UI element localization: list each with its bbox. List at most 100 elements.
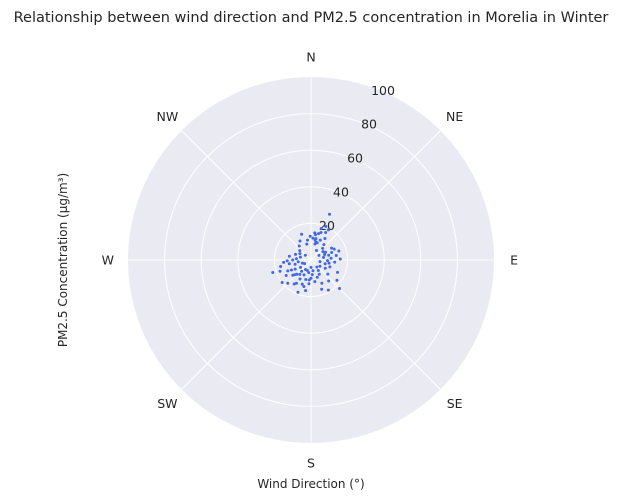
r-tick-label-100: 100 — [371, 83, 395, 98]
data-point — [315, 241, 319, 245]
data-point — [326, 288, 330, 292]
data-point — [299, 265, 303, 269]
data-point — [327, 261, 331, 265]
data-point — [286, 281, 290, 285]
data-point — [317, 253, 321, 257]
data-point — [327, 253, 331, 257]
data-point — [293, 267, 297, 271]
data-point — [332, 247, 336, 251]
data-point — [303, 253, 307, 257]
data-point — [335, 278, 339, 282]
data-point — [300, 232, 304, 236]
data-point — [334, 254, 338, 258]
data-point — [324, 225, 328, 229]
direction-label-sw: SW — [157, 396, 177, 411]
data-point — [307, 271, 311, 275]
data-point — [318, 260, 322, 264]
data-point — [300, 282, 304, 286]
data-point — [297, 244, 301, 248]
r-tick-label-80: 80 — [361, 117, 377, 132]
data-point — [328, 212, 332, 216]
data-point — [307, 282, 311, 286]
data-point — [287, 254, 291, 258]
r-tick-label-60: 60 — [347, 151, 363, 166]
x-axis-label: Wind Direction (°) — [257, 477, 364, 491]
data-point — [298, 239, 302, 243]
data-point — [279, 264, 283, 268]
data-point — [294, 281, 298, 285]
data-point — [318, 238, 322, 242]
data-point — [293, 262, 297, 266]
grid-spoke-se — [310, 259, 441, 390]
data-point — [291, 258, 295, 262]
data-point — [311, 236, 315, 240]
data-point — [298, 252, 302, 256]
data-point — [318, 264, 322, 268]
data-point — [300, 269, 304, 273]
direction-label-nw: NW — [157, 109, 179, 124]
data-point — [337, 286, 341, 290]
data-point — [327, 279, 331, 283]
data-point — [294, 252, 298, 256]
data-point — [323, 253, 327, 257]
data-points — [271, 212, 342, 294]
direction-labels: N NE E SE S SW W NW — [102, 49, 518, 470]
data-point — [323, 262, 327, 266]
data-point — [298, 249, 302, 253]
data-point — [300, 261, 304, 265]
data-point — [316, 268, 320, 272]
data-point — [298, 272, 302, 276]
data-point — [337, 249, 341, 253]
data-point — [328, 265, 332, 269]
data-point — [296, 290, 300, 294]
data-point — [311, 269, 315, 273]
data-point — [313, 242, 317, 246]
direction-label-n: N — [306, 49, 315, 64]
data-point — [303, 262, 307, 266]
data-point — [319, 227, 323, 231]
data-point — [333, 260, 337, 264]
data-point — [317, 272, 321, 276]
data-point — [320, 281, 324, 285]
data-point — [319, 230, 323, 234]
data-point — [304, 277, 308, 281]
data-point — [323, 266, 327, 270]
data-point — [286, 269, 290, 273]
data-point — [317, 232, 321, 236]
data-point — [324, 231, 328, 235]
data-point — [330, 246, 334, 250]
data-point — [330, 250, 334, 254]
data-point — [322, 255, 326, 259]
data-point — [284, 274, 288, 278]
direction-label-e: E — [510, 253, 518, 268]
data-point — [326, 272, 330, 276]
data-point — [314, 248, 318, 252]
direction-label-se: SE — [447, 396, 463, 411]
grid-spoke-nw — [181, 130, 312, 261]
data-point — [302, 273, 306, 277]
direction-label-s: S — [307, 456, 315, 471]
data-point — [315, 275, 319, 279]
data-point — [306, 238, 309, 242]
data-point — [321, 250, 325, 254]
data-point — [293, 273, 297, 277]
data-point — [313, 280, 317, 284]
data-point — [329, 256, 333, 260]
data-point — [325, 259, 329, 263]
data-point — [304, 268, 308, 272]
data-point — [294, 257, 298, 261]
data-point — [321, 246, 325, 250]
chart-title: Relationship between wind direction and … — [14, 10, 609, 26]
data-point — [309, 265, 313, 269]
data-point — [296, 260, 300, 264]
data-point — [304, 289, 308, 293]
data-point — [285, 259, 289, 263]
polar-grid — [128, 77, 494, 443]
data-point — [310, 273, 314, 277]
data-point — [322, 243, 326, 247]
data-point — [323, 237, 327, 241]
r-tick-label-40: 40 — [333, 184, 349, 199]
data-point — [308, 234, 312, 238]
data-point — [313, 231, 317, 235]
